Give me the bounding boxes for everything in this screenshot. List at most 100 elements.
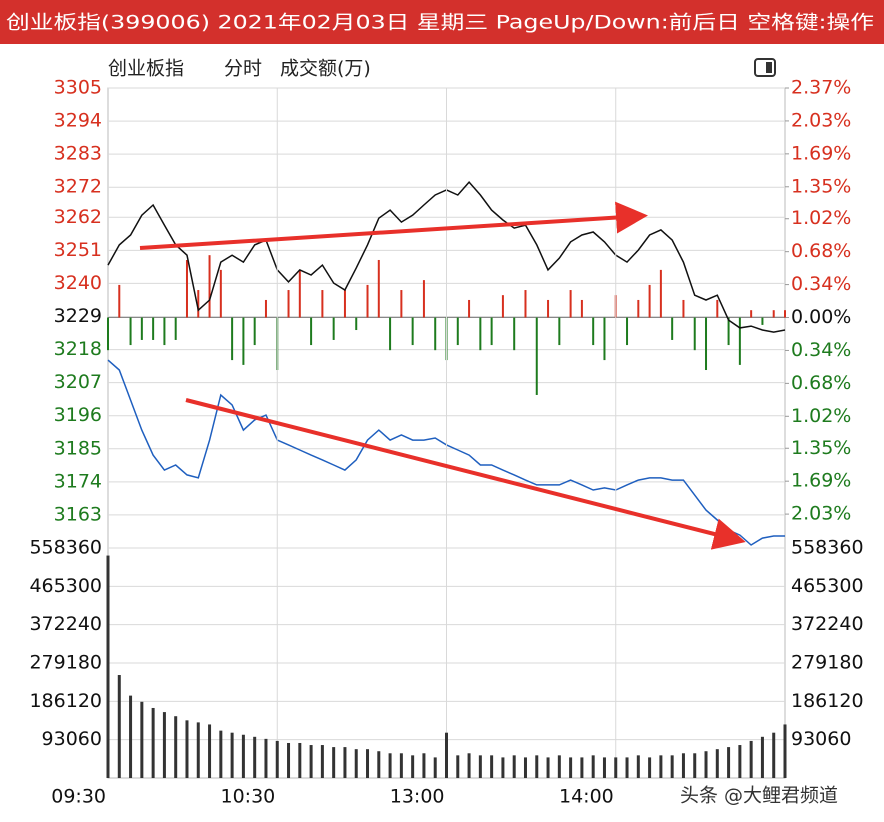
y-tick-label: 279180 — [29, 652, 102, 674]
y2-tick-label: 1.02% — [791, 405, 851, 427]
annotation-arrow — [139, 201, 648, 250]
volume-bar — [602, 757, 606, 778]
volume-bar — [456, 755, 460, 778]
y-tick-label: 3305 — [54, 77, 102, 99]
y-tick-label: 93060 — [42, 728, 102, 750]
breadth-bar — [208, 255, 211, 318]
breadth-bar — [727, 317, 730, 346]
breadth-bar — [321, 290, 324, 318]
breadth-bar — [772, 310, 775, 318]
y2-tick-label: 0.68% — [791, 372, 851, 394]
y2-tick-label: 1.69% — [791, 142, 851, 164]
toggle-icon[interactable] — [754, 58, 776, 77]
volume-bar — [659, 755, 663, 778]
breadth-bar — [411, 317, 414, 346]
volume-bar — [772, 732, 776, 778]
y2-tick-label: 1.35% — [791, 175, 851, 197]
breadth-bar — [513, 317, 516, 351]
y-tick-label: 3207 — [54, 371, 102, 393]
breadth-bar — [603, 317, 606, 361]
watermark: 头条 @大鲤君频道 — [680, 785, 838, 807]
y2-tick-label: 558360 — [791, 537, 864, 559]
breadth-bar — [377, 259, 380, 318]
volume-bar — [264, 738, 268, 778]
breadth-bar — [231, 317, 234, 361]
y-tick-label: 558360 — [29, 537, 102, 559]
volume-bar — [760, 736, 764, 778]
y2-tick-label: 279180 — [791, 652, 864, 674]
volume-bar — [591, 755, 595, 778]
volume-bar — [332, 747, 336, 778]
breadth-bar — [479, 317, 482, 351]
volume-bar — [783, 724, 787, 778]
volume-bar — [569, 757, 573, 778]
volume-bar — [433, 757, 437, 778]
y2-tick-label: 2.03% — [791, 503, 851, 525]
volume-bar — [253, 736, 257, 778]
y-tick-label: 3196 — [54, 404, 102, 426]
volume-bar — [208, 724, 212, 778]
breadth-bar — [524, 290, 527, 318]
y-tick-label: 3251 — [54, 239, 102, 261]
breadth-bar — [310, 317, 313, 346]
breadth-bar — [761, 317, 764, 325]
breadth-bar — [626, 317, 629, 346]
breadth-bar — [140, 317, 143, 340]
y-tick-label: 3229 — [54, 305, 102, 327]
breadth-bar — [648, 284, 651, 318]
volume-bar — [467, 753, 471, 778]
breadth-bar — [287, 290, 290, 318]
volume-bar — [377, 751, 381, 778]
volume-bar — [162, 712, 166, 778]
breadth-bar — [253, 317, 256, 346]
y-tick-label: 372240 — [29, 613, 102, 635]
y-tick-label: 465300 — [29, 575, 102, 597]
volume-bar — [422, 753, 426, 778]
volume-bar — [309, 745, 313, 778]
volume-bar — [625, 757, 629, 778]
y2-tick-label: 2.37% — [791, 77, 851, 99]
y2-tick-label: 1.02% — [791, 207, 851, 229]
volume-bar — [106, 555, 110, 778]
y2-tick-label: 0.34% — [791, 273, 851, 295]
volume-bar — [501, 757, 505, 778]
volume-bar — [727, 747, 731, 778]
y-tick-label: 3283 — [54, 143, 102, 165]
breadth-bar — [558, 317, 561, 346]
y2-tick-label: 186120 — [791, 690, 864, 712]
y-tick-label: 3185 — [54, 437, 102, 459]
annotation-arrow — [185, 398, 746, 550]
y2-tick-label: 0.34% — [791, 339, 851, 361]
volume-bar — [681, 753, 685, 778]
volume-bar — [523, 757, 527, 778]
breadth-bar — [738, 317, 741, 365]
y2-tick-label: 465300 — [791, 575, 864, 597]
volume-bar — [174, 716, 178, 778]
breadth-bar — [343, 290, 346, 318]
y2-tick-label: 2.03% — [791, 109, 851, 131]
volume-bar — [411, 755, 415, 778]
breadth-bar — [298, 269, 301, 318]
breadth-bar — [174, 317, 177, 340]
volume-bar — [490, 755, 494, 778]
volume-bar — [298, 742, 302, 778]
breadth-bar — [456, 317, 459, 346]
volume-bar — [287, 742, 291, 778]
breadth-bar — [750, 310, 753, 318]
breadth-bar — [219, 269, 222, 318]
breadth-bar — [389, 317, 392, 351]
volume-bar — [366, 749, 370, 778]
title-bar — [0, 0, 884, 44]
volume-bar — [275, 740, 279, 778]
breadth-bar — [242, 317, 245, 365]
y2-tick-label: 0.00% — [791, 306, 851, 328]
breadth-bar — [693, 317, 696, 351]
breadth-bar — [682, 299, 685, 318]
volume-bar — [715, 749, 719, 778]
volume-title: 成交额(万) — [280, 58, 371, 80]
y-tick-label: 3294 — [54, 110, 102, 132]
volume-bar — [478, 755, 482, 778]
breadth-bar — [784, 310, 786, 318]
volume-bar — [117, 675, 121, 778]
